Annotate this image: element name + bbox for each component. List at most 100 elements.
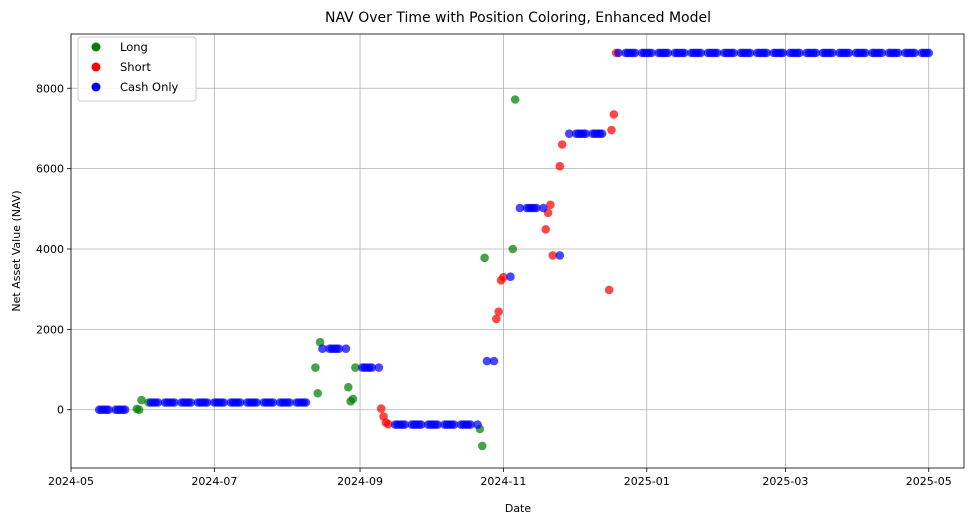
long-point — [313, 388, 323, 398]
cash-only-point — [433, 420, 442, 429]
short-point — [607, 125, 616, 135]
short-point — [609, 110, 619, 119]
x-axis-label: Date — [505, 502, 532, 515]
cash-only-point — [762, 48, 771, 58]
cash-only-point — [367, 363, 377, 372]
cash-only-point — [186, 398, 196, 407]
cash-only-point — [712, 48, 722, 58]
cash-only-point — [729, 48, 738, 58]
cash-only-point — [663, 48, 673, 58]
data-points — [94, 48, 934, 451]
cash-only-point — [532, 203, 541, 213]
short-point — [492, 314, 501, 324]
cash-only-point — [104, 405, 113, 415]
long-point — [348, 394, 358, 404]
cash-only-point — [630, 48, 640, 58]
x-tick-label: 2024-05 — [48, 475, 94, 488]
cash-only-point — [597, 129, 607, 138]
cash-only-point — [539, 203, 548, 213]
cash-only-point — [341, 344, 351, 353]
x-tick-label: 2024-11 — [480, 475, 526, 488]
cash-only-point — [268, 398, 278, 407]
cash-only-point — [473, 420, 482, 429]
cash-only-point — [416, 420, 426, 429]
cash-only-point — [828, 48, 837, 58]
cash-only-point — [811, 48, 821, 58]
legend-marker-short — [91, 62, 101, 72]
legend-label-cash-only: Cash Only — [120, 80, 179, 94]
short-point — [376, 404, 386, 413]
cash-only-point — [614, 48, 623, 58]
cash-only-point — [120, 405, 130, 415]
y-axis: 0 2000 4000 6000 8000 — [36, 82, 71, 417]
chart-title: NAV Over Time with Position Coloring, En… — [325, 10, 711, 26]
x-tick-label: 2025-05 — [906, 475, 952, 488]
cash-only-point — [334, 344, 344, 353]
y-tick-label: 2000 — [36, 323, 64, 336]
cash-only-point — [745, 48, 755, 58]
cash-only-point — [861, 48, 870, 58]
x-axis: 2024-05 2024-07 2024-09 2024-11 2025-01 2025-… — [48, 468, 952, 488]
short-point — [494, 307, 504, 316]
short-point — [499, 272, 508, 282]
cash-only-point — [680, 48, 689, 58]
long-point — [134, 405, 144, 415]
long-point — [508, 244, 518, 254]
cash-only-point — [778, 48, 788, 58]
cash-only-point — [844, 48, 854, 58]
legend-box — [77, 36, 197, 102]
cash-only-point — [910, 48, 919, 58]
cash-only-point — [647, 48, 656, 58]
cash-only-point — [489, 356, 499, 366]
short-point — [541, 225, 550, 234]
y-tick-label: 8000 — [36, 82, 64, 95]
cash-only-point — [318, 344, 327, 353]
cash-only-point — [466, 420, 475, 429]
short-point — [604, 285, 614, 295]
cash-only-point — [564, 129, 574, 138]
cash-only-point — [482, 356, 492, 366]
short-point — [383, 419, 393, 429]
cash-only-point — [301, 398, 311, 407]
cash-only-point — [374, 363, 384, 372]
short-point — [546, 200, 555, 210]
y-tick-label: 6000 — [36, 163, 64, 176]
cash-only-point — [893, 48, 903, 58]
legend: Long Short Cash Only — [77, 36, 197, 102]
long-point — [137, 395, 146, 405]
cash-only-point — [877, 48, 887, 58]
cash-only-point — [170, 398, 179, 407]
cash-only-point — [203, 398, 212, 407]
cash-only-point — [581, 129, 590, 138]
cash-only-point — [506, 272, 515, 282]
cash-only-point — [219, 398, 229, 407]
long-point — [344, 382, 353, 392]
short-point — [555, 161, 565, 171]
cash-only-point — [696, 48, 706, 58]
legend-label-short: Short — [120, 60, 151, 74]
short-point — [548, 251, 558, 260]
cash-only-point — [153, 398, 163, 407]
cash-only-point — [252, 398, 261, 407]
legend-label-long: Long — [120, 40, 148, 54]
legend-marker-long — [91, 42, 101, 52]
y-tick-label: 0 — [57, 404, 64, 417]
long-point — [477, 441, 487, 451]
legend-marker-cash-only — [91, 82, 101, 92]
long-point — [311, 363, 320, 372]
cash-only-point — [795, 48, 804, 58]
cash-only-point — [924, 48, 934, 58]
y-axis-label: Net Asset Value (NAV) — [10, 190, 23, 311]
y-tick-label: 4000 — [36, 243, 64, 256]
cash-only-point — [515, 203, 525, 213]
plot-frame — [70, 33, 965, 469]
long-point — [480, 253, 489, 263]
grid — [70, 34, 964, 468]
cash-only-point — [285, 398, 294, 407]
long-point — [351, 363, 360, 372]
cash-only-point — [400, 420, 410, 429]
cash-only-point — [449, 420, 459, 429]
long-point — [510, 95, 520, 104]
short-point — [557, 140, 567, 149]
